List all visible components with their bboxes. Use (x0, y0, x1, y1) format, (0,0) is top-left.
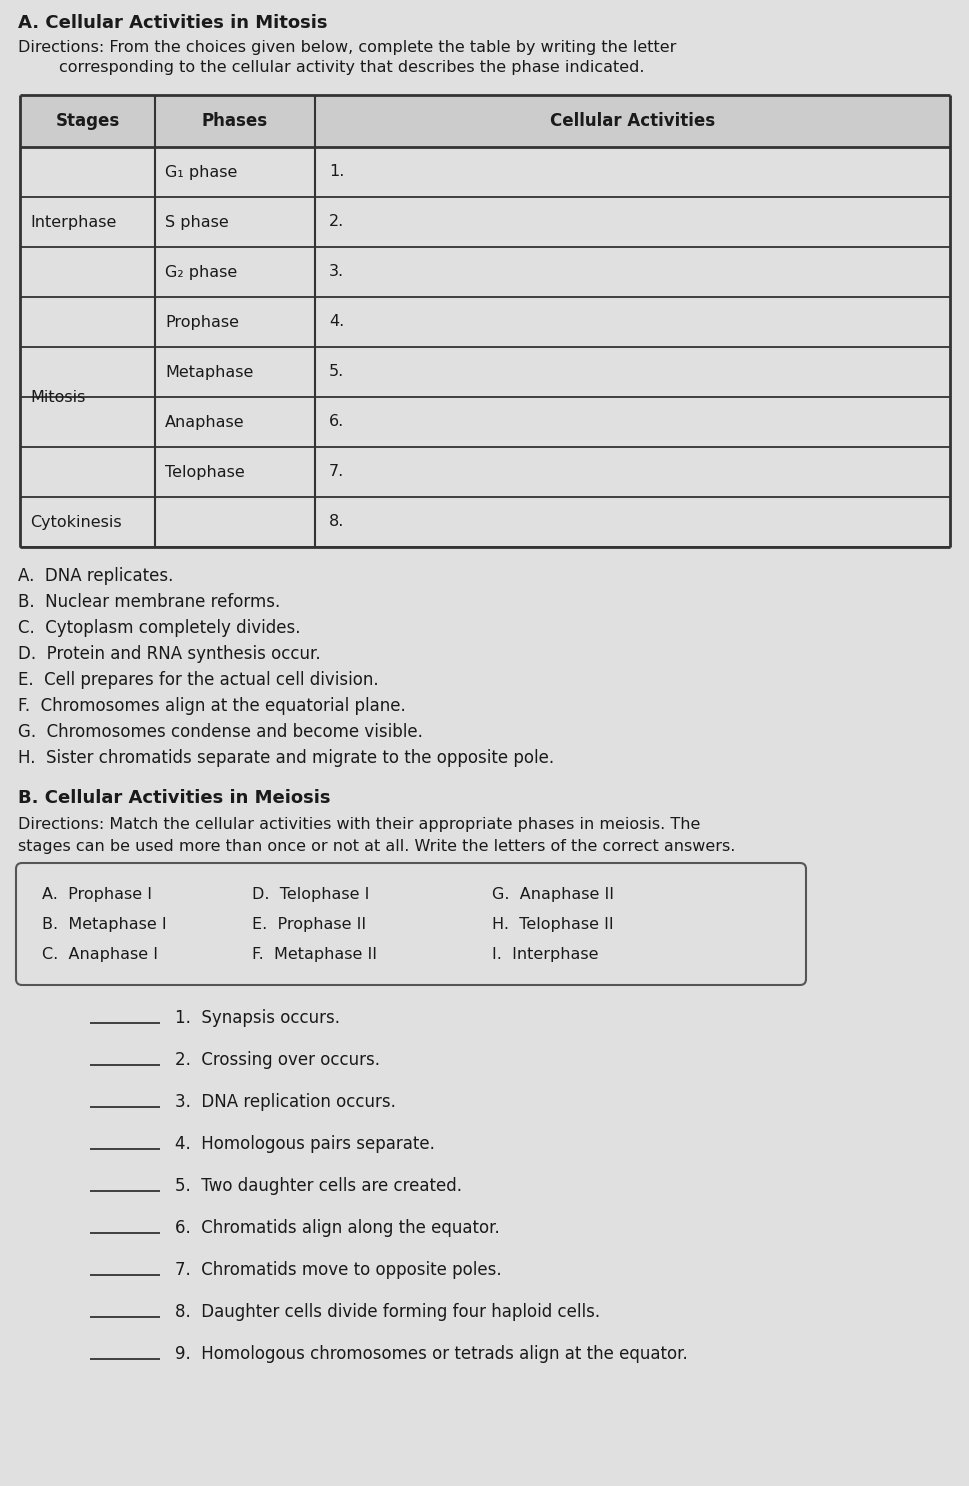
Bar (20, 95, 949, 147)
Text: 4.: 4. (328, 315, 344, 330)
Text: A. Cellular Activities in Mitosis: A. Cellular Activities in Mitosis (18, 13, 328, 33)
Text: B. Cellular Activities in Meiosis: B. Cellular Activities in Meiosis (18, 789, 330, 807)
Text: 9.  Homologous chromosomes or tetrads align at the equator.: 9. Homologous chromosomes or tetrads ali… (174, 1345, 687, 1363)
Text: B.  Nuclear membrane reforms.: B. Nuclear membrane reforms. (18, 593, 280, 611)
Text: 3.  DNA replication occurs.: 3. DNA replication occurs. (174, 1094, 395, 1112)
Text: F.  Chromosomes align at the equatorial plane.: F. Chromosomes align at the equatorial p… (18, 697, 405, 715)
Text: Directions: From the choices given below, complete the table by writing the lett: Directions: From the choices given below… (18, 40, 675, 55)
Text: 1.  Synapsis occurs.: 1. Synapsis occurs. (174, 1009, 340, 1027)
Text: Prophase: Prophase (165, 315, 238, 330)
Text: G₂ phase: G₂ phase (165, 265, 237, 279)
Text: G.  Anaphase II: G. Anaphase II (491, 887, 613, 902)
Text: 6.  Chromatids align along the equator.: 6. Chromatids align along the equator. (174, 1219, 499, 1236)
Text: G.  Chromosomes condense and become visible.: G. Chromosomes condense and become visib… (18, 724, 422, 742)
Text: 5.: 5. (328, 364, 344, 379)
Text: 5.  Two daughter cells are created.: 5. Two daughter cells are created. (174, 1177, 461, 1195)
Text: C.  Anaphase I: C. Anaphase I (42, 947, 158, 961)
Text: 3.: 3. (328, 265, 344, 279)
Text: G₁ phase: G₁ phase (165, 165, 237, 180)
Text: Mitosis: Mitosis (30, 389, 85, 404)
Text: Telophase: Telophase (165, 465, 244, 480)
Text: stages can be used more than once or not at all. Write the letters of the correc: stages can be used more than once or not… (18, 840, 735, 854)
Text: S phase: S phase (165, 214, 229, 229)
FancyBboxPatch shape (16, 863, 805, 985)
Text: E.  Prophase II: E. Prophase II (252, 917, 365, 932)
Text: I.  Interphase: I. Interphase (491, 947, 598, 961)
Text: F.  Metaphase II: F. Metaphase II (252, 947, 377, 961)
Text: A.  Prophase I: A. Prophase I (42, 887, 152, 902)
Text: 7.: 7. (328, 465, 344, 480)
Text: Directions: Match the cellular activities with their appropriate phases in meios: Directions: Match the cellular activitie… (18, 817, 700, 832)
Text: 4.  Homologous pairs separate.: 4. Homologous pairs separate. (174, 1135, 434, 1153)
Text: D.  Telophase I: D. Telophase I (252, 887, 369, 902)
Text: 1.: 1. (328, 165, 344, 180)
Text: Cytokinesis: Cytokinesis (30, 514, 121, 529)
Text: 6.: 6. (328, 415, 344, 429)
Text: E.  Cell prepares for the actual cell division.: E. Cell prepares for the actual cell div… (18, 672, 378, 690)
Text: D.  Protein and RNA synthesis occur.: D. Protein and RNA synthesis occur. (18, 645, 321, 663)
Text: Anaphase: Anaphase (165, 415, 244, 429)
Text: Interphase: Interphase (30, 214, 116, 229)
Text: Stages: Stages (55, 111, 119, 129)
Text: Metaphase: Metaphase (165, 364, 253, 379)
Text: Cellular Activities: Cellular Activities (549, 111, 714, 129)
Text: Phases: Phases (202, 111, 267, 129)
Text: 8.: 8. (328, 514, 344, 529)
Text: B.  Metaphase I: B. Metaphase I (42, 917, 167, 932)
Text: 2.: 2. (328, 214, 344, 229)
Text: A.  DNA replicates.: A. DNA replicates. (18, 568, 173, 585)
Text: 2.  Crossing over occurs.: 2. Crossing over occurs. (174, 1051, 380, 1068)
Text: H.  Telophase II: H. Telophase II (491, 917, 613, 932)
Text: H.  Sister chromatids separate and migrate to the opposite pole.: H. Sister chromatids separate and migrat… (18, 749, 553, 767)
Text: 8.  Daughter cells divide forming four haploid cells.: 8. Daughter cells divide forming four ha… (174, 1303, 600, 1321)
Text: 7.  Chromatids move to opposite poles.: 7. Chromatids move to opposite poles. (174, 1262, 501, 1279)
Text: C.  Cytoplasm completely divides.: C. Cytoplasm completely divides. (18, 620, 300, 637)
Text: corresponding to the cellular activity that describes the phase indicated.: corresponding to the cellular activity t… (18, 59, 643, 74)
